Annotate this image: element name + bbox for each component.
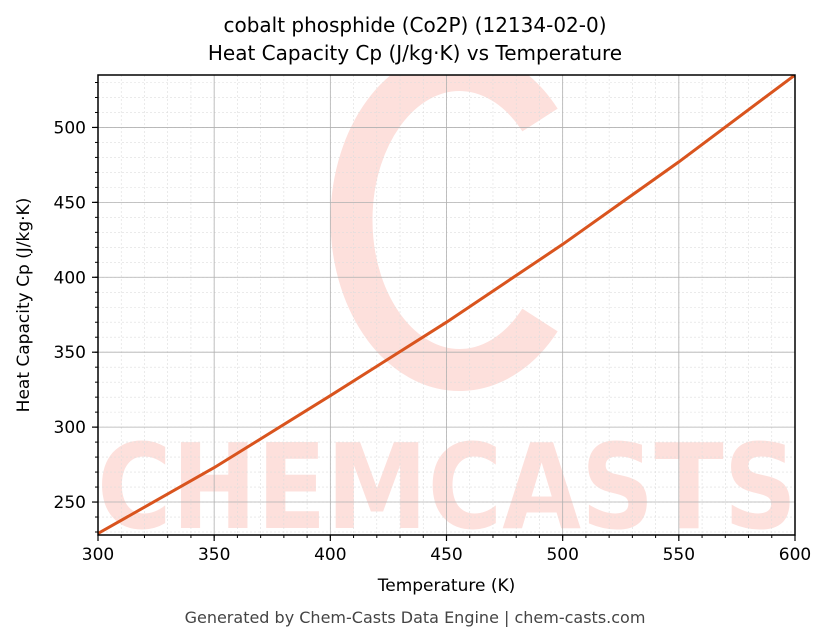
x-tick-label: 600 (779, 545, 811, 565)
y-tick-label: 450 (54, 193, 86, 213)
x-tick-label: 300 (82, 545, 114, 565)
grid (97, 75, 796, 535)
y-tick-label: 300 (54, 418, 86, 438)
chart-title-line1: cobalt phosphide (Co2P) (12134-02-0) (223, 13, 607, 37)
x-tick-label: 500 (546, 545, 578, 565)
y-tick-label: 400 (54, 268, 86, 288)
footer-credit: Generated by Chem-Casts Data Engine | ch… (184, 608, 646, 627)
watermark-logo: CHEMCASTS (98, 75, 795, 535)
x-tick-label: 550 (663, 545, 695, 565)
data-line (98, 75, 795, 535)
chart-title-line2: Heat Capacity Cp (J/kg·K) vs Temperature (207, 41, 623, 65)
x-tick-label: 450 (430, 545, 462, 565)
x-tick-label: 400 (314, 545, 346, 565)
y-tick-label: 250 (54, 493, 86, 513)
x-axis-label: Temperature (K) (377, 576, 516, 596)
axis-ticks: 300 350 400 450 500 550 600 250 300 350 400 450 500 (54, 81, 811, 565)
y-axis-label: Heat Capacity Cp (J/kg·K) (14, 197, 34, 413)
y-tick-label: 500 (54, 118, 86, 138)
y-tick-label: 350 (54, 343, 86, 363)
x-tick-label: 350 (198, 545, 230, 565)
